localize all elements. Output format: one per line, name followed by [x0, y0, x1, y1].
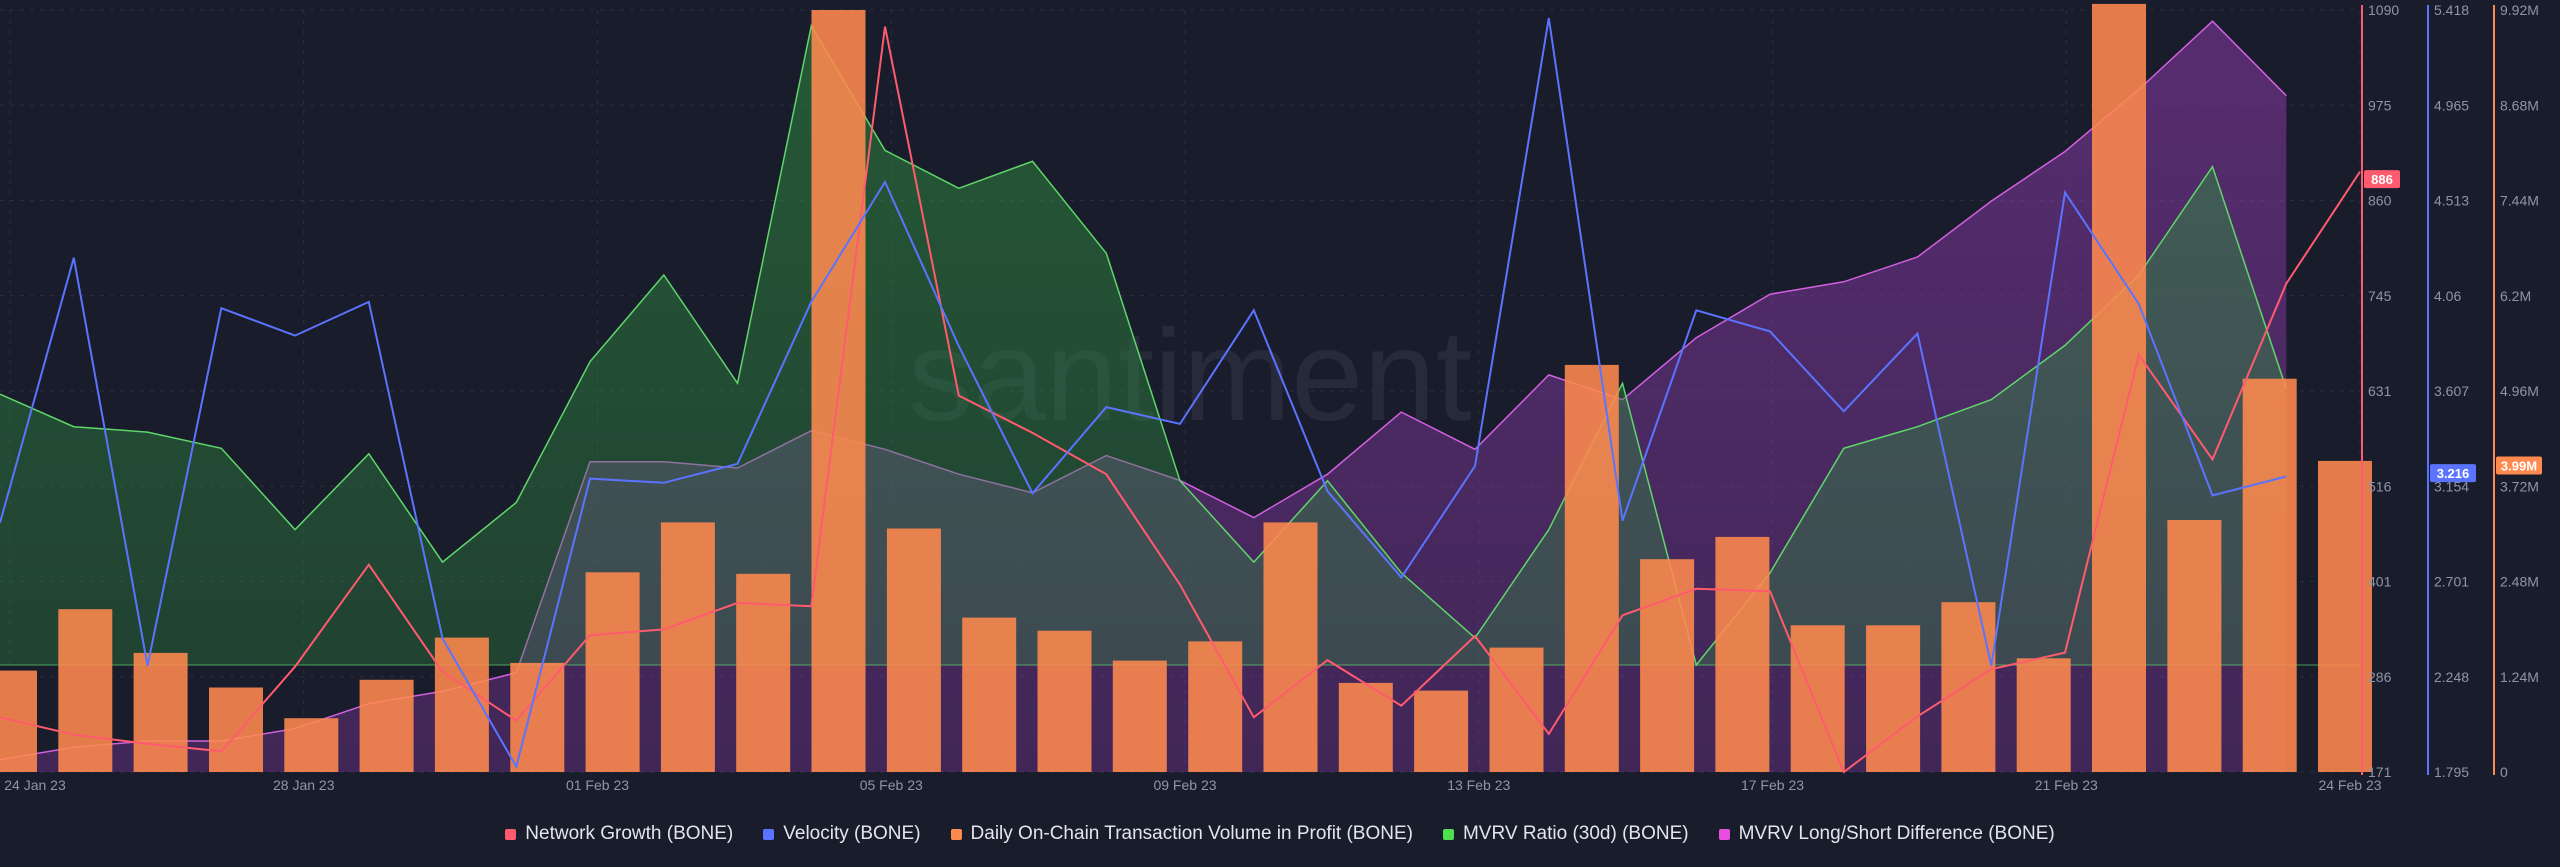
mvrv-long-short-swatch-icon: [1718, 828, 1730, 840]
volume-bar: [1640, 559, 1695, 772]
volume-bar: [2016, 658, 2071, 772]
network-growth-line: [0, 26, 2361, 774]
network-growth-axis-tick-label: 1090: [2368, 2, 2399, 18]
legend-label: Network Growth (BONE): [525, 823, 734, 844]
x-tick-label: 21 Feb 23: [2035, 777, 2098, 793]
velocity-axis-tick-label: 2.248: [2434, 669, 2469, 685]
volume-bar: [1263, 522, 1318, 772]
volume-bar: [1564, 364, 1619, 772]
volume-bar: [1338, 682, 1393, 772]
x-tick-label: 28 Jan 23: [273, 777, 335, 793]
chart-area: santiment 24 Jan 23 28 Jan 23 01 Feb 23 05 F…: [0, 2, 2542, 793]
velocity-swatch-icon: [763, 828, 775, 840]
network-growth-current-badge-bg: [2364, 170, 2400, 189]
x-tick-label: 09 Feb 23: [1153, 777, 1216, 793]
volume-axis-tick-label: 8.68M: [2500, 97, 2539, 113]
velocity-axis-tick-label: 4.06: [2434, 288, 2461, 304]
network-growth-axis-tick-label: 975: [2368, 97, 2392, 113]
volume-bar: [660, 522, 715, 772]
velocity-current-badge-text: 3.216: [2437, 466, 2470, 481]
network-growth-current-badge-text: 886: [2371, 172, 2393, 187]
network-growth-axis-tick-label: 516: [2368, 478, 2392, 494]
volume-bar: [1414, 690, 1469, 772]
volume-bar: [1941, 602, 1996, 772]
x-axis: 24 Jan 23 28 Jan 23 01 Feb 23 05 Feb 23 09 F…: [4, 777, 2381, 793]
velocity-current-badge: 3.216: [2430, 464, 2476, 483]
network-growth-swatch-icon: [505, 828, 517, 840]
x-tick-label: 13 Feb 23: [1447, 777, 1510, 793]
volume-bar: [359, 679, 414, 772]
legend-label: MVRV Ratio (30d) (BONE): [1462, 823, 1689, 844]
x-tick-label: 24 Feb 23: [2318, 777, 2381, 793]
volume-bar: [585, 572, 640, 772]
velocity-line: [0, 17, 2287, 770]
volume-swatch-icon: [950, 828, 962, 840]
mvrv-ratio-line: [0, 23, 2288, 667]
legend-label: MVRV Long/Short Difference (BONE): [1738, 823, 2055, 844]
volume-bar: [133, 652, 188, 772]
x-tick-label: 01 Feb 23: [566, 777, 629, 793]
volume-axis-tick-label: 6.2M: [2500, 288, 2531, 304]
legend-item-mvrv-long-short[interactable]: MVRV Long/Short Difference (BONE): [1718, 823, 2055, 845]
volume-bar: [1715, 536, 1770, 772]
legend: Network Growth (BONE) Velocity (BONE) Da…: [0, 818, 2560, 850]
volume-bar: [1037, 630, 1092, 772]
volume-current-badge-bg: [2496, 456, 2542, 475]
volume-bar: [58, 609, 113, 772]
volume-axis: 0 1.24M 2.48M 3.72M 4.96M 6.2M 7.44M 8.68M 9.92M: [2493, 2, 2539, 780]
x-tick-label: 05 Feb 23: [860, 777, 923, 793]
network-growth-axis-tick-label: 171: [2368, 764, 2392, 780]
legend-item-velocity[interactable]: Velocity (BONE): [763, 823, 921, 845]
legend-item-volume-in-profit[interactable]: Daily On-Chain Transaction Volume in Pro…: [950, 823, 1413, 845]
mvrv-ratio-swatch-icon: [1442, 828, 1454, 840]
x-tick-label: 17 Feb 23: [1741, 777, 1804, 793]
legend-label: Velocity (BONE): [783, 823, 921, 844]
velocity-current-badge-bg: [2430, 464, 2476, 483]
volume-axis-tick-label: 7.44M: [2500, 193, 2539, 209]
volume-bar: [2318, 460, 2372, 772]
velocity-axis-tick-label: 3.607: [2434, 383, 2469, 399]
network-growth-axis-tick-label: 860: [2368, 193, 2392, 209]
volume-current-badge-text: 3.99M: [2501, 459, 2537, 474]
volume-bar: [1790, 625, 1845, 772]
volume-axis-tick-label: 3.72M: [2500, 478, 2539, 494]
legend-label: Daily On-Chain Transaction Volume in Pro…: [970, 823, 1413, 844]
network-growth-axis-tick-label: 631: [2368, 383, 2392, 399]
volume-axis-tick-label: 9.92M: [2500, 2, 2539, 18]
mvrv-ratio-area: [0, 25, 2287, 666]
volume-bar: [962, 617, 1017, 772]
network-growth-axis-tick-label: 745: [2368, 288, 2392, 304]
legend-item-network-growth[interactable]: Network Growth (BONE): [505, 823, 733, 845]
legend-item-mvrv-ratio[interactable]: MVRV Ratio (30d) (BONE): [1442, 823, 1689, 845]
volume-bar: [736, 573, 791, 772]
volume-axis-tick-label: 0: [2500, 764, 2508, 780]
volume-bar: [1112, 660, 1167, 772]
velocity-axis-tick-label: 3.154: [2434, 478, 2469, 494]
velocity-axis-tick-label: 2.701: [2434, 574, 2469, 590]
volume-bar: [2167, 520, 2222, 772]
x-tick-label: 24 Jan 23: [4, 777, 66, 793]
volume-axis-tick-label: 2.48M: [2500, 574, 2539, 590]
volume-bar: [1188, 641, 1243, 772]
volume-axis-tick-label: 1.24M: [2500, 669, 2539, 685]
volume-bar: [2092, 3, 2146, 772]
volume-axis-tick-label: 4.96M: [2500, 383, 2539, 399]
velocity-axis-tick-label: 1.795: [2434, 764, 2469, 780]
network-growth-axis-tick-label: 401: [2368, 574, 2392, 590]
network-growth-current-badge: 886: [2364, 170, 2400, 189]
velocity-axis-tick-label: 4.513: [2434, 193, 2469, 209]
volume-bar: [886, 528, 941, 772]
volume-current-badge: 3.99M: [2496, 456, 2542, 475]
velocity-axis-tick-label: 5.418: [2434, 2, 2469, 18]
volume-bar: [2242, 378, 2297, 772]
network-growth-axis: 171 286 401 516 631 745 860 975 1090: [2361, 2, 2399, 780]
volume-bar: [209, 687, 263, 772]
volume-bar: [284, 718, 339, 772]
network-growth-axis-tick-label: 286: [2368, 669, 2392, 685]
velocity-axis: 1.795 2.248 2.701 3.154 3.607 4.06 4.513 4.965 5…: [2427, 2, 2469, 780]
velocity-axis-tick-label: 4.965: [2434, 97, 2469, 113]
